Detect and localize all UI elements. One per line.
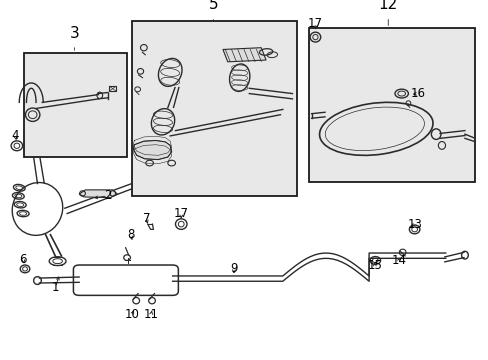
Text: 15: 15	[366, 259, 382, 272]
Polygon shape	[79, 190, 117, 198]
Text: 4: 4	[12, 129, 19, 143]
Text: 12: 12	[378, 0, 397, 12]
Text: 16: 16	[409, 87, 425, 100]
Text: 10: 10	[124, 308, 139, 321]
Text: 13: 13	[407, 217, 421, 231]
Polygon shape	[223, 48, 265, 62]
Text: 1: 1	[51, 281, 59, 294]
Text: 3: 3	[69, 26, 79, 41]
Bar	[109, 86, 116, 91]
Bar	[24, 53, 127, 157]
Text: 2: 2	[104, 189, 111, 202]
Text: 11: 11	[143, 308, 158, 321]
Text: 17: 17	[173, 207, 188, 220]
Text: 9: 9	[230, 262, 237, 275]
Bar	[308, 28, 473, 182]
Bar	[132, 21, 297, 196]
Text: 8: 8	[126, 228, 134, 241]
Text: 7: 7	[142, 212, 150, 225]
Text: 5: 5	[208, 0, 218, 12]
Text: 14: 14	[390, 254, 406, 267]
Text: 6: 6	[20, 253, 27, 266]
Polygon shape	[133, 140, 171, 159]
Text: 17: 17	[307, 17, 322, 30]
